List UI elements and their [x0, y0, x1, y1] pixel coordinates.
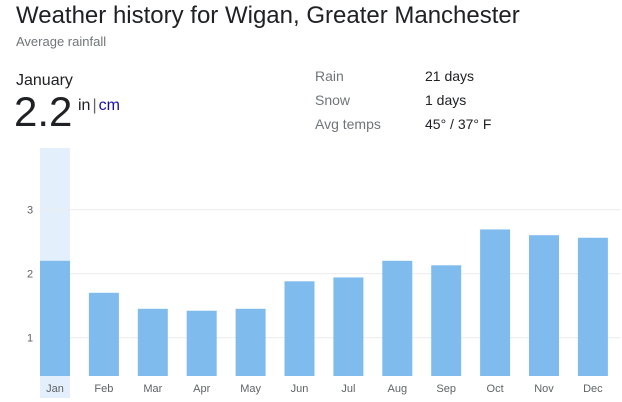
- x-tick-label-jun: Jun: [291, 383, 309, 395]
- bar-mar[interactable]: [137, 308, 168, 376]
- x-tick-label-jul: Jul: [341, 383, 355, 395]
- stat-value-snow: 1 days: [425, 92, 467, 108]
- x-tick-label-dec: Dec: [583, 383, 603, 395]
- stat-label-avg-temps: Avg temps: [315, 116, 381, 132]
- bar-jun[interactable]: [284, 281, 315, 376]
- x-tick-label-mar: Mar: [143, 383, 162, 395]
- bar-aug[interactable]: [382, 260, 413, 376]
- bar-nov[interactable]: [529, 235, 559, 376]
- bar-jan[interactable]: [40, 260, 70, 376]
- x-tick-label-aug: Aug: [388, 383, 408, 395]
- stat-label-rain: Rain: [315, 68, 344, 84]
- x-tick-label-sep: Sep: [436, 383, 456, 395]
- page-subtitle: Average rainfall: [16, 34, 107, 49]
- x-tick-label-jan: Jan: [46, 383, 64, 395]
- bar-dec[interactable]: [577, 237, 608, 376]
- y-tick-label-2: 2: [27, 269, 33, 281]
- page-title: Weather history for Wigan, Greater Manch…: [16, 2, 520, 29]
- unit-inches-toggle[interactable]: in: [78, 97, 91, 114]
- x-tick-label-nov: Nov: [534, 383, 554, 395]
- bar-jul[interactable]: [333, 277, 364, 376]
- bar-feb[interactable]: [88, 292, 119, 376]
- bar-may[interactable]: [235, 308, 266, 376]
- stat-value-avg-temps: 45° / 37° F: [425, 116, 492, 132]
- y-tick-label-1: 1: [27, 333, 33, 345]
- stat-label-snow: Snow: [315, 92, 351, 108]
- x-tick-label-oct: Oct: [487, 383, 504, 395]
- y-tick-label-3: 3: [27, 205, 33, 217]
- bar-sep[interactable]: [431, 265, 462, 376]
- selected-month: January: [16, 72, 73, 89]
- unit-toggle: in | cm: [78, 97, 120, 115]
- x-tick-label-may: May: [240, 383, 261, 395]
- stat-value-rain: 21 days: [425, 68, 475, 84]
- selected-rainfall-value: 2.2: [14, 88, 73, 135]
- x-tick-label-apr: Apr: [193, 383, 210, 395]
- unit-separator: |: [92, 97, 97, 114]
- bar-oct[interactable]: [480, 229, 511, 376]
- bar-apr[interactable]: [186, 310, 217, 376]
- unit-centimeters-toggle[interactable]: cm: [98, 97, 120, 114]
- x-tick-label-feb: Feb: [94, 383, 113, 395]
